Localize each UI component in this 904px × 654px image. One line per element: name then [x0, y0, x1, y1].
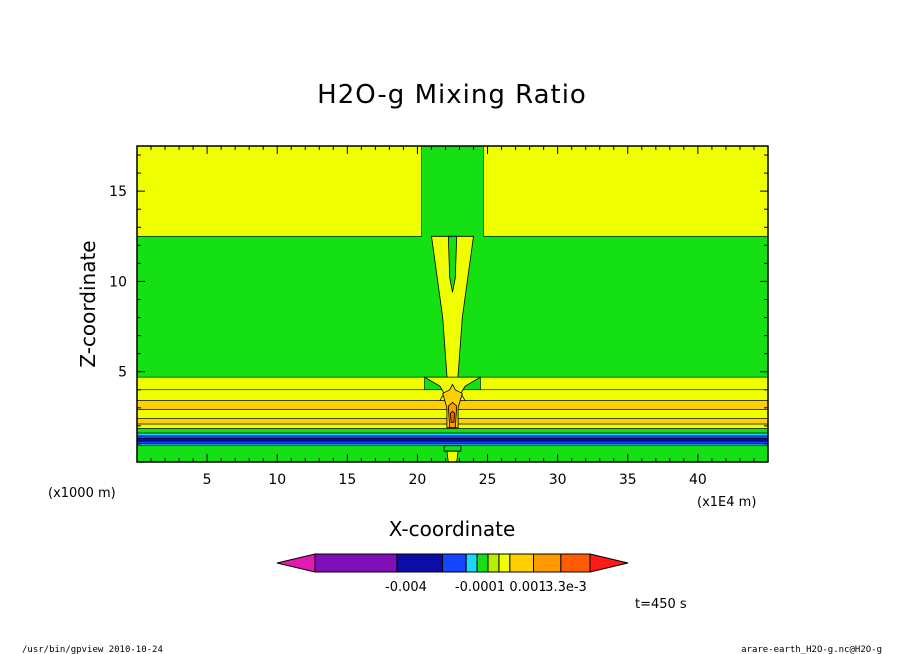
- y-tick-label: 10: [109, 274, 127, 290]
- colorbar-swatch: [560, 553, 591, 573]
- colorbar-swatch: [314, 553, 398, 573]
- contour-band-2: [483, 145, 769, 237]
- colorbar-label: 3.3e-3: [545, 580, 587, 595]
- contour-band-11: [136, 432, 769, 437]
- x-tick-label: 20: [409, 472, 427, 488]
- colorbar-swatch: [509, 553, 535, 573]
- contour-shape-5: [449, 410, 456, 423]
- plot-frame: [136, 145, 769, 463]
- contour-band-3: [136, 376, 425, 391]
- y-axis-label: Z-coordinate: [76, 240, 100, 367]
- x-tick-label: 25: [479, 472, 497, 488]
- colorbar: [276, 553, 629, 573]
- y-tick-label: 5: [118, 365, 127, 381]
- colorbar-swatch: [396, 553, 443, 573]
- colorbar-left-arrow: [276, 553, 316, 573]
- x-tick-label: 40: [689, 472, 707, 488]
- axis-ticks: 5 10 15 20 25 30 35 40 5 10 15: [109, 146, 768, 488]
- y-tick-label: 15: [109, 184, 127, 200]
- colorbar-swatch: [476, 553, 489, 573]
- contour-shape-7: [446, 450, 459, 463]
- colorbar-swatch: [498, 553, 511, 573]
- x-unit-label: (x1E4 m): [697, 495, 756, 510]
- colorbar-label: -0.004: [385, 580, 427, 595]
- chart-title: H2O-g Mixing Ratio: [317, 80, 587, 110]
- contour-band-4: [480, 376, 769, 391]
- colorbar-label: 0.001: [509, 580, 546, 595]
- x-tick-label: 10: [268, 472, 286, 488]
- colorbar-swatch: [533, 553, 562, 573]
- plot-area: [136, 145, 769, 463]
- x-tick-label: 35: [619, 472, 637, 488]
- contour-shape-6: [443, 445, 462, 452]
- contour-band-14: [136, 440, 769, 445]
- y-unit-label: (x1000 m): [48, 486, 116, 501]
- contour-shape-1: [447, 235, 458, 293]
- x-tick-label: 15: [338, 472, 356, 488]
- colorbar-swatch: [441, 553, 467, 573]
- contour-band-1: [136, 145, 422, 237]
- contour-band-10: [136, 428, 769, 434]
- contour-band-12: [136, 435, 769, 439]
- x-tick-label: 30: [549, 472, 567, 488]
- x-tick-label: 5: [203, 472, 212, 488]
- time-label: t=450 s: [635, 597, 687, 612]
- colorbar-swatch: [465, 553, 478, 573]
- colorbar-swatch: [487, 553, 500, 573]
- x-axis-label: X-coordinate: [389, 517, 516, 541]
- colorbar-right-arrow: [589, 553, 629, 573]
- footer-left: /usr/bin/gpview 2010-10-24: [22, 645, 163, 654]
- footer-right: arare-earth_H2O-g.nc@H2O-g: [741, 645, 882, 654]
- colorbar-label: -0.0001: [455, 580, 505, 595]
- contour-band-13: [136, 438, 769, 442]
